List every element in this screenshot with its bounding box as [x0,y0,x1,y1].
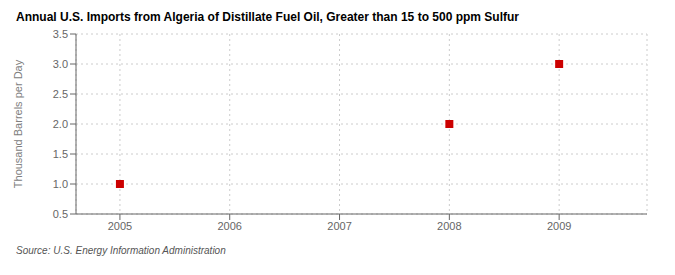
svg-text:2006: 2006 [217,220,241,232]
svg-text:1.0: 1.0 [53,178,68,190]
svg-text:2.0: 2.0 [53,118,68,130]
svg-text:2009: 2009 [547,220,571,232]
svg-text:3.5: 3.5 [53,28,68,40]
svg-text:2005: 2005 [108,220,132,232]
svg-text:2.5: 2.5 [53,88,68,100]
svg-text:3.0: 3.0 [53,58,68,70]
svg-text:Thousand Barrels per Day: Thousand Barrels per Day [12,59,24,188]
svg-text:2007: 2007 [327,220,351,232]
html-text:Source: U.S. Energy Informatio: Source: U.S. Energy Information Administ… [16,245,226,256]
html-text:Annual U.S. Imports from Alger: Annual U.S. Imports from Algeria of Dist… [16,10,519,24]
svg-text:0.5: 0.5 [53,208,68,220]
svg-text:1.5: 1.5 [53,148,68,160]
svg-text:2008: 2008 [437,220,461,232]
